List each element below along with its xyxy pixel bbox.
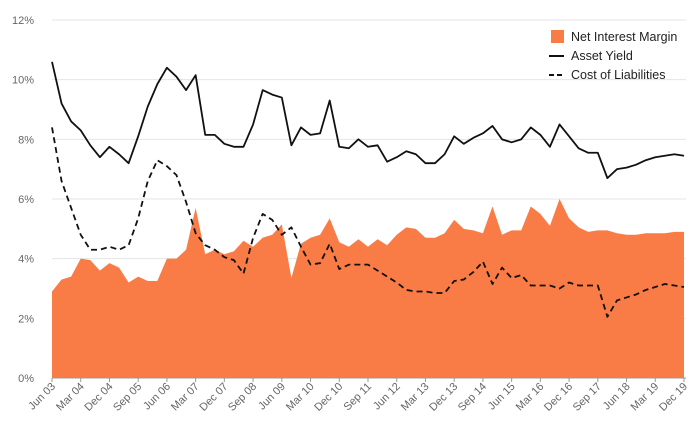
x-tick-label: Dec 19 <box>657 381 690 414</box>
x-tick-label: Sep 11 <box>342 381 375 414</box>
x-tick-label: Jun 03 <box>26 381 58 413</box>
x-tick-label: Mar 07 <box>169 381 202 414</box>
x-tick-label: Jun 18 <box>601 381 633 413</box>
x-tick-label: Mar 13 <box>399 381 432 414</box>
y-tick-label: 4% <box>18 254 34 266</box>
x-tick-label: Dec 07 <box>197 381 230 414</box>
series-line-cost-of-liabilities <box>51 127 685 318</box>
legend-label-net-interest-margin: Net Interest Margin <box>571 30 677 44</box>
y-axis: 0% 2% 4% 6% 8% 10% 12% <box>12 15 34 385</box>
legend-label-cost-of-liabilities: Cost of Liabilities <box>571 68 666 82</box>
y-tick-label: 6% <box>18 194 34 206</box>
y-tick-label: 12% <box>12 15 34 27</box>
x-tick-label: Dec 10 <box>312 381 345 414</box>
x-tick-label: Jun 15 <box>486 381 518 413</box>
x-tick-label: Mar 10 <box>284 381 317 414</box>
x-tick-label: Mar 16 <box>514 381 547 414</box>
x-tick-label: Sep 05 <box>111 381 144 414</box>
x-tick-label: Mar 19 <box>629 381 662 414</box>
series-area-net-interest-margin <box>52 199 684 378</box>
y-tick-label: 8% <box>18 134 34 146</box>
y-tick-label: 2% <box>18 313 34 325</box>
x-tick-label: Jun 06 <box>141 381 173 413</box>
series-line-asset-yield <box>51 61 685 180</box>
x-tick-label: Dec 16 <box>542 381 575 414</box>
x-tick-label: Mar 04 <box>54 381 87 414</box>
x-tick-label: Jun 12 <box>371 381 403 413</box>
y-tick-label: 10% <box>12 75 34 87</box>
y-tick-label: 0% <box>18 373 34 385</box>
x-tick-label: Sep 17 <box>571 381 604 414</box>
legend: Net Interest Margin Asset Yield Cost of … <box>549 30 677 82</box>
x-tick-label: Dec 04 <box>82 381 115 414</box>
plot-area <box>51 61 685 378</box>
legend-label-asset-yield: Asset Yield <box>571 49 633 63</box>
legend-swatch-net-interest-margin <box>551 30 564 43</box>
x-tick-label: Dec 13 <box>427 381 460 414</box>
x-tick-label: Sep 08 <box>226 381 259 414</box>
x-tick-label: Jun 09 <box>256 381 288 413</box>
x-tick-label: Sep 14 <box>456 381 489 414</box>
